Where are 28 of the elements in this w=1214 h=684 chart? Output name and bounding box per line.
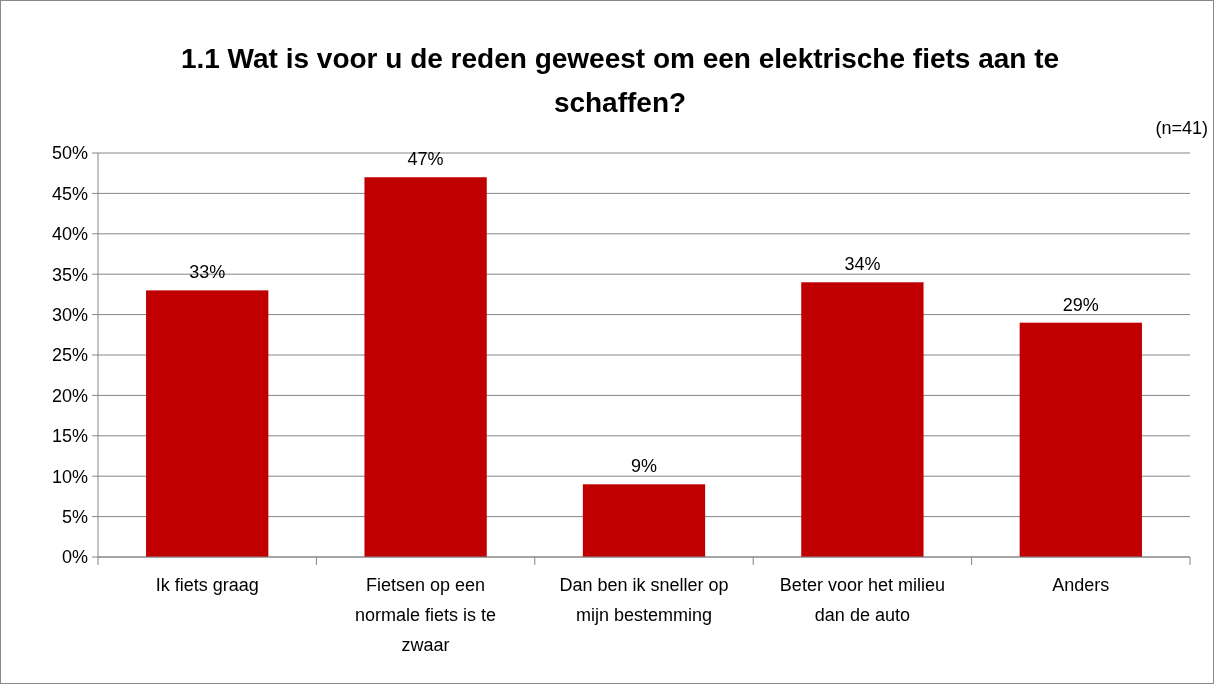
y-tick-label: 30% — [51, 304, 88, 325]
data-label: 9% — [630, 456, 658, 477]
x-tick-label: Dan ben ik sneller op mijn bestemming — [559, 575, 729, 625]
text: (n=41) — [1155, 118, 1208, 138]
x-tick-label: Ik fiets graag — [155, 575, 259, 595]
y-tick-label: 10% — [51, 466, 88, 487]
y-tick-label: 20% — [51, 385, 88, 406]
bar — [146, 290, 269, 557]
bar — [364, 177, 487, 557]
y-tick-label: 5% — [61, 506, 88, 527]
x-tick-label: Fietsen op een normale fiets is te zwaar — [355, 575, 497, 655]
y-tick-label: 25% — [51, 345, 88, 366]
y-tick-label: 35% — [51, 264, 88, 285]
y-tick-label: 0% — [61, 547, 88, 568]
y-tick-label: 15% — [51, 426, 88, 447]
data-label: 34% — [844, 254, 881, 275]
bar — [582, 484, 706, 557]
y-tick-label: 45% — [51, 183, 88, 204]
y-tick-label: 50% — [51, 143, 88, 164]
data-label: 47% — [407, 149, 444, 170]
data-label: 29% — [1062, 294, 1099, 315]
x-tick-label: Anders — [1052, 575, 1110, 595]
data-label: 33% — [189, 262, 226, 283]
bar — [1019, 322, 1142, 557]
bar — [801, 282, 924, 557]
y-tick-label: 40% — [51, 224, 88, 245]
x-tick-label: Beter voor het milieu dan de auto — [779, 575, 945, 625]
chart-title: 1.1 Wat is voor u de reden geweest om een elektrische fiets aan te schaffen? — [180, 43, 1060, 118]
